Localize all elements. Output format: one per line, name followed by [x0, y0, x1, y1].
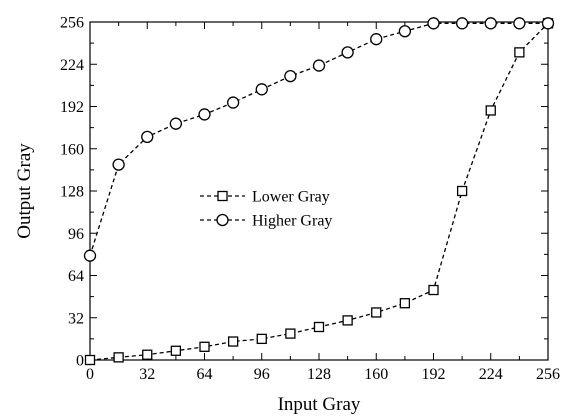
legend-marker-circle	[216, 213, 229, 227]
y-tick-label: 256	[60, 15, 84, 32]
data-point-circle	[255, 83, 268, 96]
data-point-circle	[427, 17, 440, 30]
data-point-square	[342, 315, 353, 326]
data-point-circle	[455, 17, 469, 30]
data-point-circle	[541, 17, 555, 30]
data-point-square	[84, 354, 96, 366]
data-point-square	[313, 321, 325, 333]
data-point-circle	[141, 130, 154, 144]
series-line-circle	[89, 22, 548, 256]
axis-ticks	[89, 21, 549, 361]
data-point-circle	[198, 108, 211, 121]
data-point-circle	[112, 158, 125, 171]
data-point-square	[399, 298, 411, 309]
y-axis-label: Output Gray	[14, 143, 35, 239]
data-point-square	[285, 328, 296, 339]
x-tick-label: 256	[536, 366, 560, 383]
data-point-circle	[513, 17, 526, 30]
data-point-square	[170, 345, 182, 356]
data-point-circle	[341, 46, 354, 59]
y-tick-label: 64	[68, 268, 84, 285]
legend-label: Higher Gray	[252, 213, 332, 230]
x-tick-label: 224	[479, 366, 503, 383]
legend-label: Lower Gray	[252, 189, 330, 206]
data-point-square	[256, 333, 267, 345]
y-tick-label: 160	[60, 141, 84, 158]
legend: Lower Gray Higher Gray	[200, 189, 332, 230]
data-point-circle	[83, 249, 97, 262]
x-tick-label: 160	[364, 366, 388, 383]
y-tick-label: 0	[76, 353, 84, 370]
x-tick-label: 96	[254, 366, 270, 383]
y-tick-label: 128	[60, 184, 84, 201]
legend-marker-square	[217, 190, 228, 202]
data-point-circle	[370, 33, 383, 46]
data-point-circle	[284, 69, 297, 83]
y-tick-label: 32	[68, 310, 84, 327]
series-markers	[83, 17, 555, 366]
data-point-circle	[398, 25, 412, 38]
x-tick-label: 192	[422, 366, 446, 383]
data-point-square	[456, 185, 468, 197]
x-tick-label: 0	[86, 366, 94, 383]
x-tick-label: 64	[197, 366, 213, 383]
x-axis-label: Input Gray	[278, 394, 361, 415]
data-point-square	[428, 284, 439, 296]
data-point-circle	[312, 59, 326, 72]
data-point-circle	[169, 117, 183, 130]
data-point-square	[485, 105, 496, 116]
data-point-square	[514, 47, 525, 58]
y-tick-label: 224	[60, 57, 84, 74]
tick-labels: 0 32 64 96 128 160 192 224 256 0 32 64 96 128 160 192 22…	[60, 15, 560, 384]
data-point-square	[371, 307, 382, 318]
data-point-circle	[484, 17, 497, 30]
data-point-circle	[226, 96, 240, 109]
data-point-square	[113, 352, 124, 363]
y-tick-label: 96	[68, 226, 84, 243]
data-point-square	[227, 336, 239, 347]
data-point-square	[142, 349, 153, 360]
data-point-square	[199, 341, 210, 352]
x-tick-label: 32	[139, 366, 155, 383]
x-tick-label: 128	[307, 366, 331, 383]
y-tick-label: 192	[60, 99, 84, 116]
